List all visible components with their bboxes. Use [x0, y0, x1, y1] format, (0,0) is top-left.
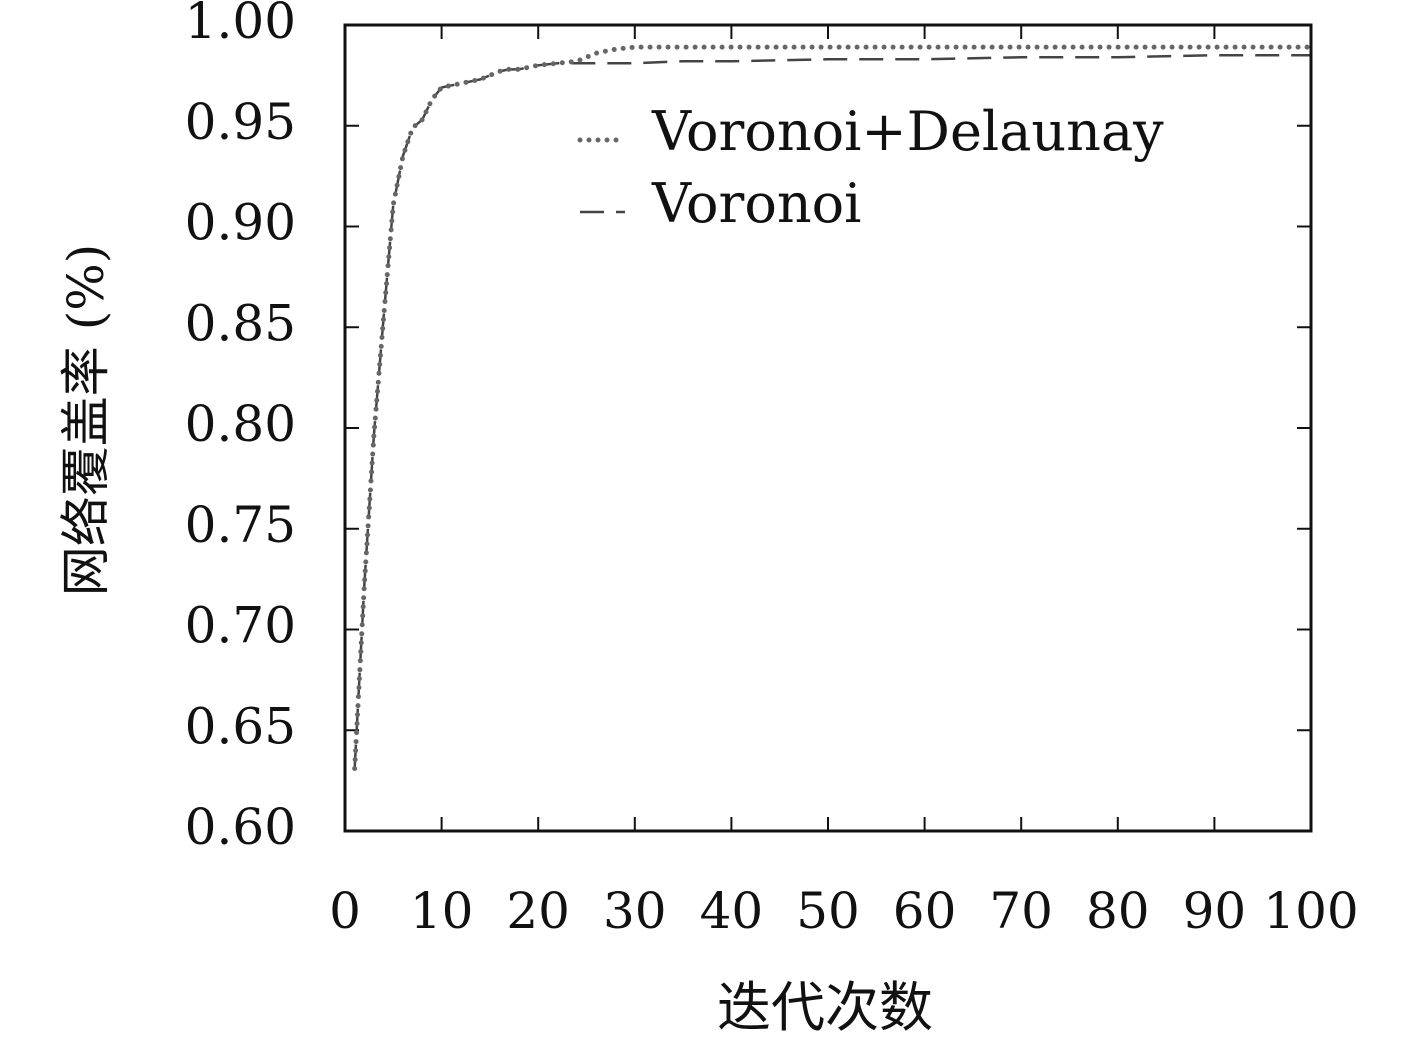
x-tick-label: 20 [506, 882, 570, 940]
y-tick-label: 0.80 [185, 395, 296, 453]
y-tick-label: 0.85 [185, 294, 296, 352]
legend-label: Voronoi+Delaunay [651, 100, 1164, 163]
x-axis-label: 迭代次数 [717, 976, 933, 1039]
x-tick-label: 80 [1086, 882, 1150, 940]
x-tick-label: 50 [796, 882, 860, 940]
series-line [352, 44, 1314, 772]
y-tick-label: 0.70 [185, 597, 296, 655]
y-tick-label: 0.75 [185, 496, 296, 554]
y-tick-label: 0.65 [185, 697, 296, 755]
x-tick-label: 30 [603, 882, 667, 940]
x-tick-label: 40 [700, 882, 764, 940]
x-tick-label: 0 [329, 882, 361, 940]
legend-label: Voronoi [651, 172, 861, 235]
x-tick-label: 70 [989, 882, 1053, 940]
plot-frame [343, 23, 1313, 833]
y-tick-label: 0.95 [185, 93, 296, 151]
y-tick-label: 1.00 [185, 0, 296, 50]
x-tick-label: 100 [1263, 882, 1358, 940]
y-axis-label: 网络覆盖率 (%) [57, 244, 115, 596]
x-tick-label: 90 [1183, 882, 1247, 940]
x-tick-label: 10 [410, 882, 474, 940]
x-tick-label: 60 [893, 882, 957, 940]
y-tick-label: 0.90 [185, 194, 296, 252]
y-tick-label: 0.60 [185, 798, 296, 856]
